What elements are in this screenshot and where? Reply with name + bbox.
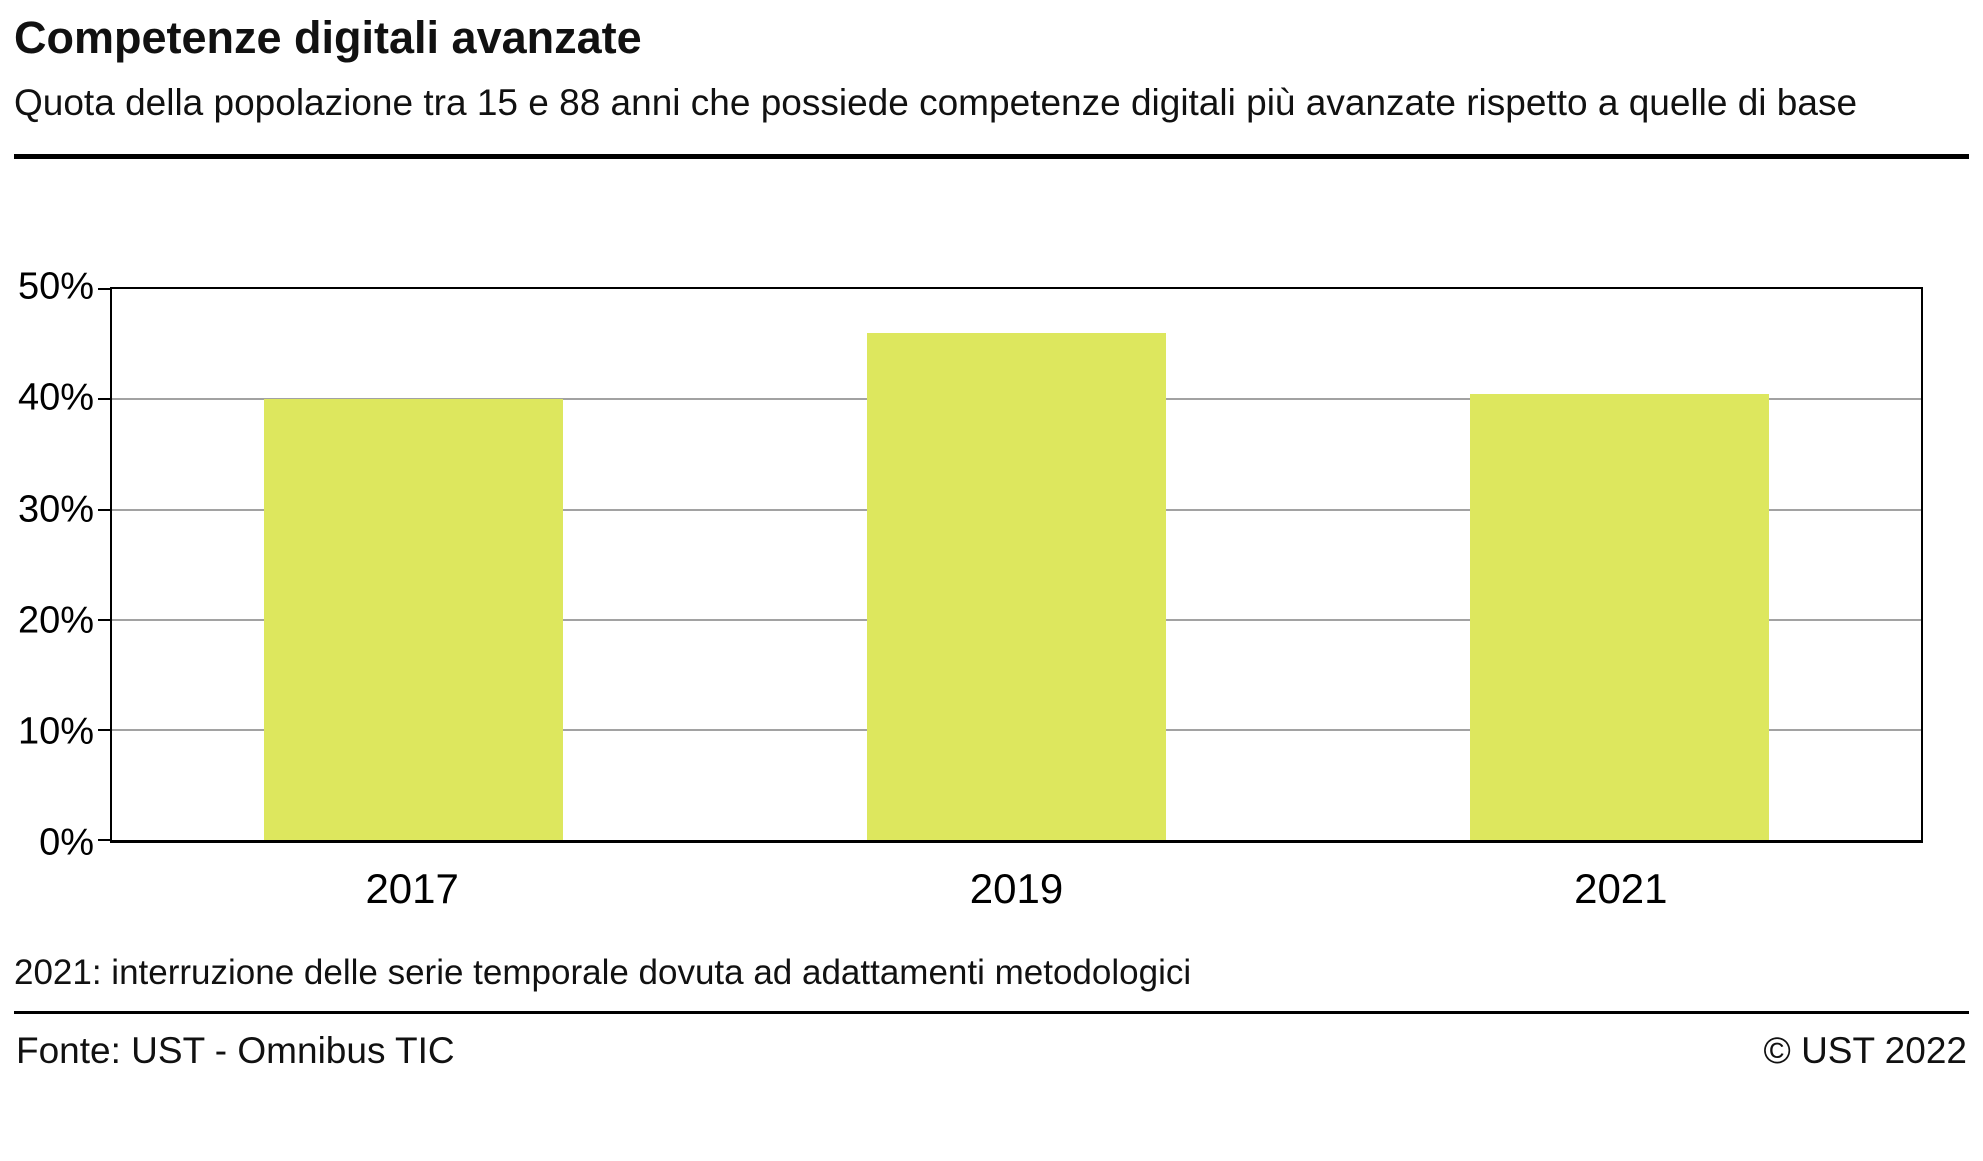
copyright-label: © UST 2022 [1763, 1030, 1967, 1072]
source-label: Fonte: UST - Omnibus TIC [16, 1030, 455, 1072]
y-axis-tick-mark [98, 288, 111, 291]
x-axis-tick-label: 2017 [365, 865, 459, 913]
y-axis-tick-label: 10% [17, 710, 94, 753]
y-axis-tick-mark [98, 729, 111, 732]
y-axis-tick-label: 0% [39, 821, 94, 864]
y-axis-tick-mark [98, 839, 111, 842]
top-separator [14, 154, 1969, 160]
bar-chart: 0% 10% 20% 30% 40% 50% 2017 2019 2021 [14, 266, 1969, 919]
y-axis-tick-label: 30% [17, 488, 94, 531]
bar-2019 [867, 333, 1166, 841]
y-axis-tick-label: 50% [17, 265, 94, 308]
footer: Fonte: UST - Omnibus TIC © UST 2022 [14, 1014, 1969, 1080]
x-axis-tick-label: 2021 [1574, 865, 1668, 913]
y-axis-tick-label: 20% [17, 599, 94, 642]
bar-2021 [1470, 393, 1769, 841]
chart-page: Competenze digitali avanzate Quota della… [14, 12, 1969, 1080]
bottom-separator [14, 1011, 1969, 1015]
y-axis: 0% 10% 20% 30% 40% 50% [14, 266, 110, 864]
bar-2017 [264, 399, 563, 841]
y-axis-tick-mark [98, 508, 111, 511]
y-axis-tick-label: 40% [17, 376, 94, 419]
x-axis-tick-label: 2019 [969, 865, 1064, 913]
chart-subtitle: Quota della popolazione tra 15 e 88 anni… [14, 82, 1858, 123]
x-axis: 2017 2019 2021 [110, 865, 1923, 919]
plot-area [98, 287, 1923, 844]
y-axis-tick-mark [98, 398, 111, 401]
page-title: Competenze digitali avanzate [14, 12, 642, 63]
y-axis-tick-mark [98, 618, 111, 621]
footnote: 2021: interruzione delle serie temporale… [14, 953, 1192, 993]
